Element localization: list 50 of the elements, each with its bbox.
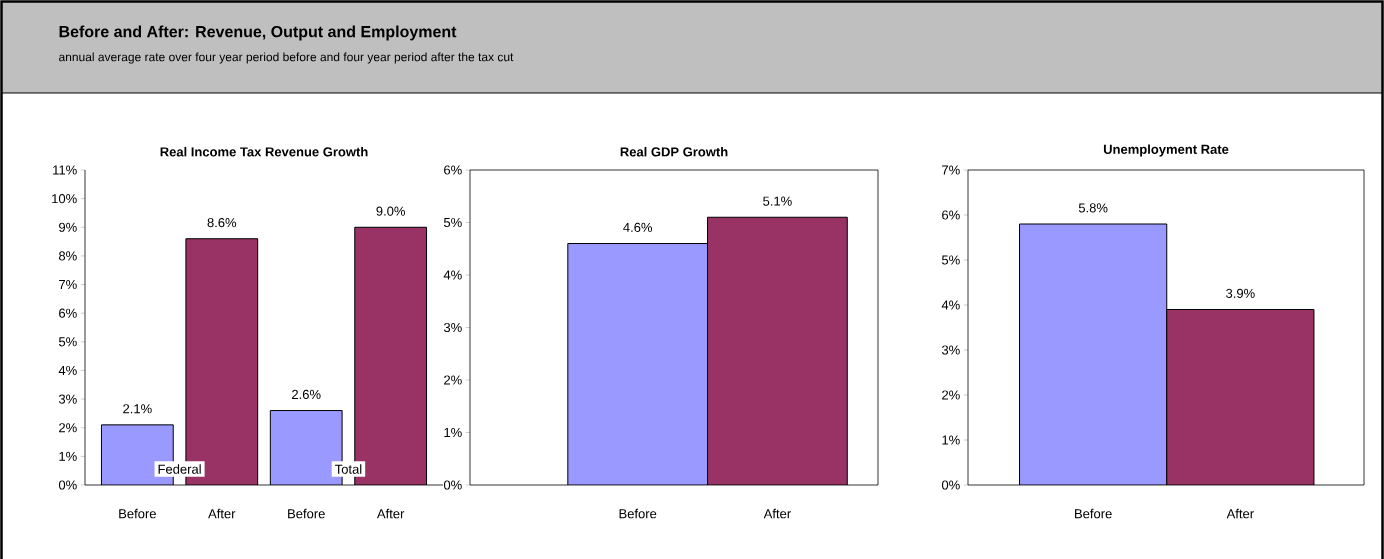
y-tick-label: 2% [444,375,462,385]
chart-title: Real GDP Growth [620,146,728,157]
x-tick-label: Before [288,508,325,519]
y-tick-label: 5% [941,255,960,265]
y-tick-label: 7% [59,280,77,290]
y-tick-label: 2% [942,390,960,400]
x-tick-label: After [1226,508,1254,519]
x-tick-label: Before [619,508,657,519]
y-tick-label: 0% [941,480,960,490]
y-tick-label: 8% [58,251,77,261]
y-tick-label: 3% [443,322,462,333]
x-tick-label: After [376,508,405,519]
y-tick-label: 9% [59,222,77,232]
data-label: 5.1% [763,196,792,206]
y-tick-label: 6% [942,210,960,220]
x-tick-label: After [763,508,791,519]
data-label: 5.8% [1078,203,1108,213]
y-tick-label: 5% [58,337,77,347]
y-tick-label: 6% [59,308,77,318]
chart-title: Real Income Tax Revenue Growth [160,146,368,157]
y-tick-label: 4% [941,300,960,310]
y-tick-label: 3% [58,394,77,404]
y-tick-label: 1% [942,435,960,445]
y-tick-label: 10% [52,194,77,204]
y-tick-label: 1% [444,427,462,438]
text: annual average rate over four year period before and four year period after the tax cut [59,52,514,64]
chart-title: Unemployment Rate [1103,144,1229,157]
x-tick-label: Before [1075,508,1112,519]
y-tick-label: 0% [58,480,77,490]
y-tick-label: 0% [443,480,462,490]
y-tick-label: 2% [59,423,77,433]
y-tick-label: 4% [58,365,77,375]
y-tick-label: 1% [59,451,77,461]
y-tick-label: 6% [444,165,462,175]
x-tick-label: After [208,508,236,519]
data-label: 4.6% [623,222,653,232]
annotation: Total [335,464,362,474]
y-tick-label: 4% [443,270,462,280]
y-tick-label: 5% [443,217,462,228]
data-label: 8.6% [207,217,237,228]
y-tick-label: 3% [941,345,960,355]
text: Before and After: Revenue, Output and Employment [59,25,457,41]
data-label: 2.1% [123,404,152,414]
y-tick-label: 11% [53,165,77,175]
y-tick-label: 7% [942,165,960,175]
data-label: 2.6% [292,389,321,400]
annotation: Federal [158,464,201,474]
x-tick-label: Before [119,508,156,519]
data-label: 9.0% [376,206,405,216]
data-label: 3.9% [1226,288,1255,298]
